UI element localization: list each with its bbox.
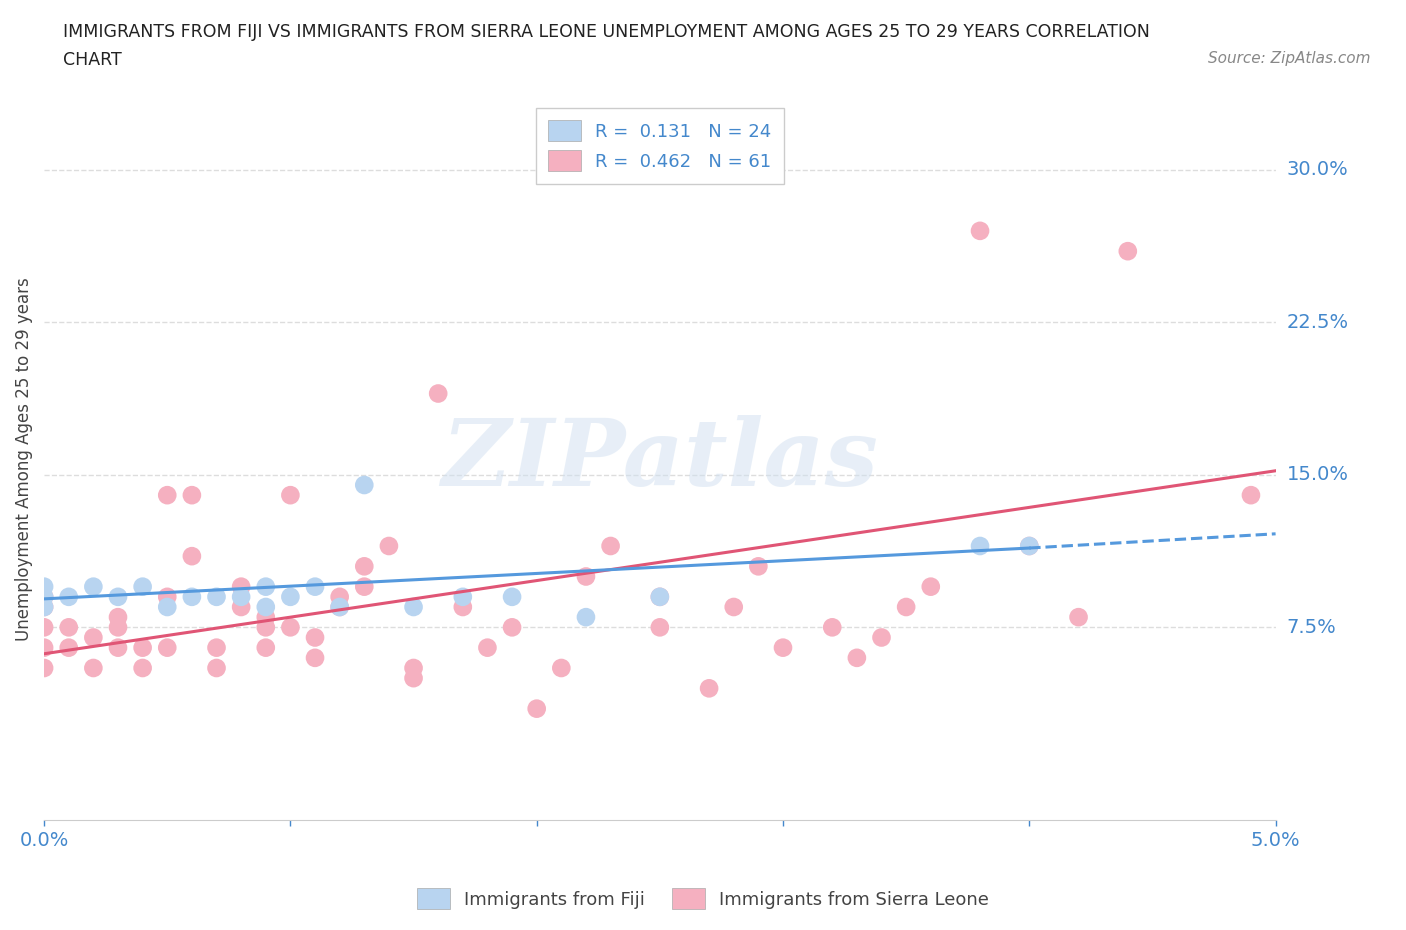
Point [131,660,153,675]
Point [156,590,179,604]
Point [231,590,253,604]
Y-axis label: Unemployment Among Ages 25 to 29 years: Unemployment Among Ages 25 to 29 years [15,278,32,642]
Point [107,620,129,635]
Point [304,650,326,665]
Point [32,600,55,615]
Point [1116,244,1139,259]
Point [402,660,425,675]
Point [180,487,202,502]
Point [501,590,523,604]
Point [107,590,129,604]
Point [280,590,302,604]
Point [402,671,425,685]
Point [82,630,104,644]
Point [920,579,942,594]
Point [58,620,80,635]
Point [32,640,55,655]
Point [599,538,621,553]
Point [32,620,55,635]
Point [231,579,253,594]
Point [231,600,253,615]
Point [402,600,425,615]
Point [280,487,302,502]
Point [304,630,326,644]
Point [575,569,598,584]
Point [353,559,375,574]
Point [723,600,745,615]
Point [648,590,671,604]
Point [648,590,671,604]
Point [254,579,277,594]
Point [845,650,868,665]
Legend: R =  0.131   N = 24, R =  0.462   N = 61: R = 0.131 N = 24, R = 0.462 N = 61 [536,108,785,184]
Point [32,590,55,604]
Text: Source: ZipAtlas.com: Source: ZipAtlas.com [1208,51,1371,66]
Point [894,600,917,615]
Point [969,223,991,238]
Point [1018,538,1040,553]
Point [821,620,844,635]
Point [427,386,450,401]
Text: 30.0%: 30.0% [1286,160,1348,179]
Point [1018,538,1040,553]
Point [254,600,277,615]
Point [82,660,104,675]
Point [329,590,352,604]
Point [32,590,55,604]
Point [304,579,326,594]
Point [870,630,893,644]
Point [353,478,375,493]
Point [254,610,277,625]
Point [451,600,474,615]
Point [205,640,228,655]
Point [58,590,80,604]
Point [1067,610,1090,625]
Point [254,620,277,635]
Point [550,660,572,675]
Point [32,600,55,615]
Point [451,590,474,604]
Point [58,640,80,655]
Point [477,640,499,655]
Point [107,610,129,625]
Text: ZIPatlas: ZIPatlas [441,415,879,505]
Point [156,600,179,615]
Point [131,579,153,594]
Point [205,590,228,604]
Point [131,640,153,655]
Point [107,640,129,655]
Point [501,620,523,635]
Point [378,538,401,553]
Text: CHART: CHART [63,51,122,69]
Point [1240,487,1263,502]
Point [156,487,179,502]
Point [648,620,671,635]
Point [697,681,720,696]
Point [82,579,104,594]
Point [156,640,179,655]
Point [575,610,598,625]
Point [32,660,55,675]
Text: 15.0%: 15.0% [1286,465,1348,485]
Point [526,701,548,716]
Point [329,600,352,615]
Point [280,620,302,635]
Point [205,660,228,675]
Point [329,600,352,615]
Text: 7.5%: 7.5% [1286,618,1337,637]
Point [180,590,202,604]
Legend: Immigrants from Fiji, Immigrants from Sierra Leone: Immigrants from Fiji, Immigrants from Si… [411,881,995,916]
Point [969,538,991,553]
Text: 22.5%: 22.5% [1286,312,1348,332]
Point [254,640,277,655]
Point [772,640,794,655]
Text: IMMIGRANTS FROM FIJI VS IMMIGRANTS FROM SIERRA LEONE UNEMPLOYMENT AMONG AGES 25 : IMMIGRANTS FROM FIJI VS IMMIGRANTS FROM … [63,23,1150,41]
Point [180,549,202,564]
Point [353,579,375,594]
Point [32,579,55,594]
Point [747,559,769,574]
